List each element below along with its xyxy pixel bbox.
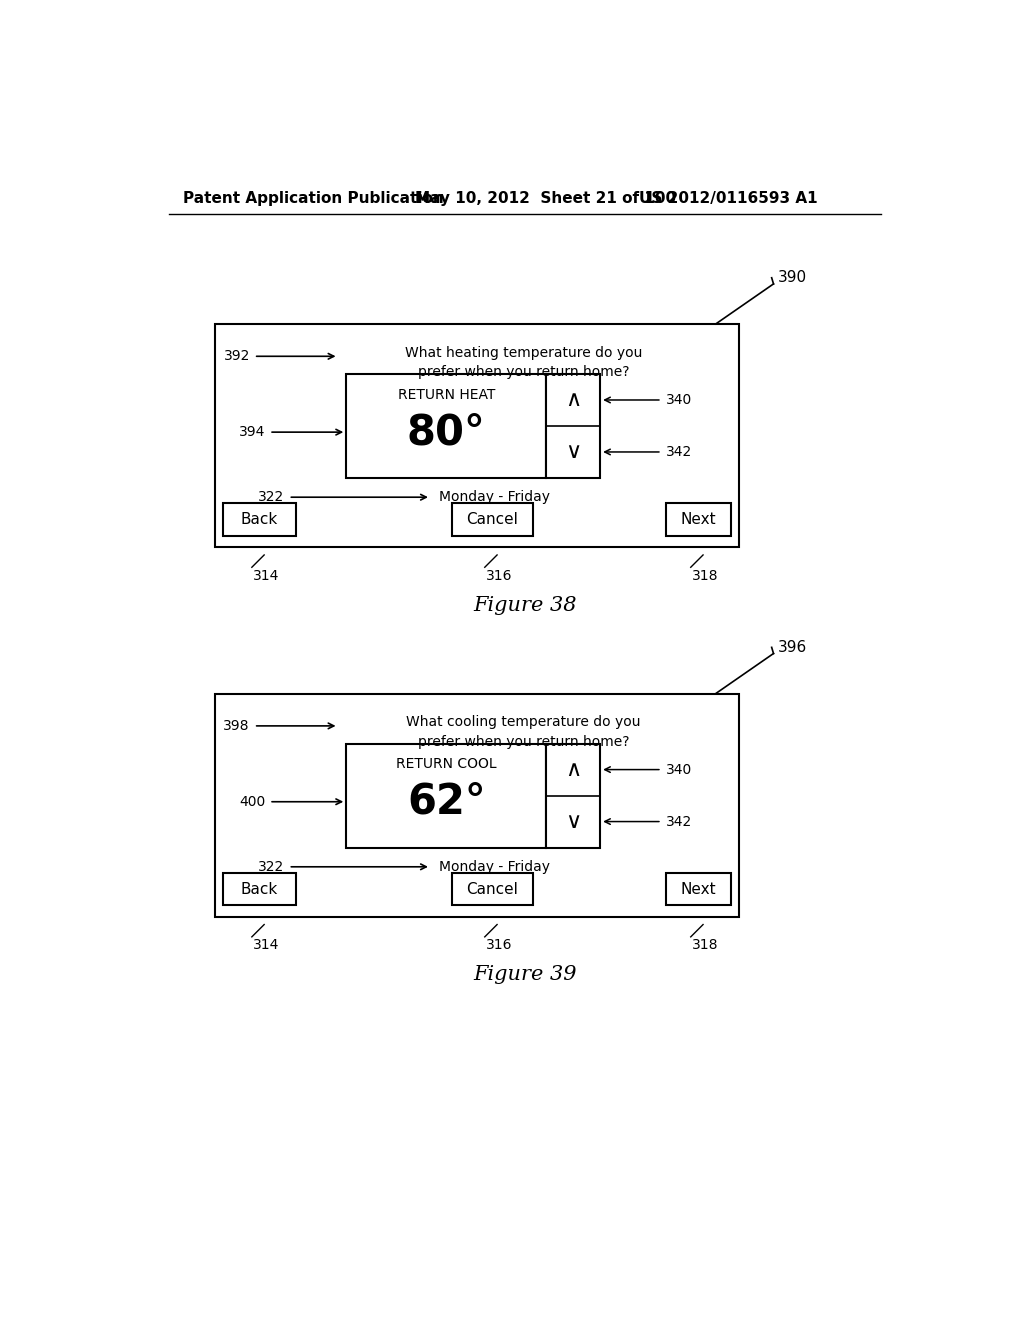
Text: 400: 400 [239,795,265,809]
Text: 318: 318 [692,939,719,953]
Text: 398: 398 [223,719,250,733]
Bar [452,873,532,906]
Text: 318: 318 [692,569,719,583]
Bar [346,743,547,847]
Text: What cooling temperature do you
prefer when you return home?: What cooling temperature do you prefer w… [406,715,640,748]
Text: US 2012/0116593 A1: US 2012/0116593 A1 [639,191,817,206]
Text: 342: 342 [666,814,692,829]
Text: Cancel: Cancel [467,512,518,527]
Bar [547,374,600,478]
Text: Cancel: Cancel [467,882,518,896]
Text: 314: 314 [253,939,280,953]
Text: Patent Application Publication: Patent Application Publication [183,191,443,206]
Text: Figure 39: Figure 39 [473,965,577,985]
Text: 80°: 80° [407,411,485,453]
Bar [666,503,731,536]
Bar [666,873,731,906]
Text: 392: 392 [223,350,250,363]
Bar [223,503,296,536]
Text: Monday - Friday: Monday - Friday [438,490,550,504]
Text: 390: 390 [777,271,807,285]
Text: ∨: ∨ [565,812,582,832]
Text: May 10, 2012  Sheet 21 of 100: May 10, 2012 Sheet 21 of 100 [416,191,677,206]
Text: 340: 340 [666,393,692,407]
Text: 394: 394 [239,425,265,440]
Text: 316: 316 [486,569,513,583]
Text: ∧: ∧ [565,389,582,411]
Bar [547,743,600,847]
Text: Monday - Friday: Monday - Friday [438,859,550,874]
Text: Next: Next [681,512,716,527]
Bar [215,323,739,548]
Text: RETURN COOL: RETURN COOL [396,758,497,771]
Text: 322: 322 [258,490,285,504]
Text: Back: Back [241,882,279,896]
Text: RETURN HEAT: RETURN HEAT [397,388,495,401]
Text: 316: 316 [486,939,513,953]
Bar [346,374,547,478]
Text: Figure 38: Figure 38 [473,595,577,615]
Text: ∧: ∧ [565,759,582,780]
Text: Back: Back [241,512,279,527]
Text: 314: 314 [253,569,280,583]
Text: Next: Next [681,882,716,896]
Text: 62°: 62° [407,780,485,822]
Text: 396: 396 [777,640,807,655]
Text: 340: 340 [666,763,692,776]
Text: 322: 322 [258,859,285,874]
Text: ∨: ∨ [565,442,582,462]
Bar [223,873,296,906]
Bar [452,503,532,536]
Text: 342: 342 [666,445,692,459]
Bar [215,693,739,917]
Text: What heating temperature do you
prefer when you return home?: What heating temperature do you prefer w… [404,346,642,379]
